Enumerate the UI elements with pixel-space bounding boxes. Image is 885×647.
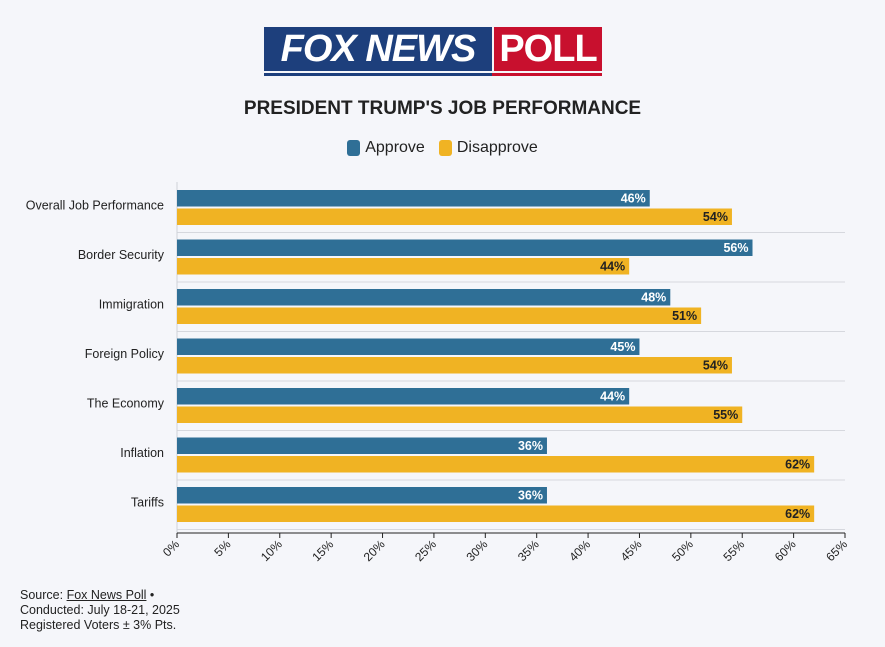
source-note: Source: Fox News Poll • Conducted: July … — [20, 588, 180, 633]
bar-approve — [177, 437, 547, 454]
bar-approve — [177, 388, 630, 405]
x-tick-label: 30% — [464, 537, 491, 564]
x-tick-label: 35% — [515, 537, 542, 564]
category-label: Border Security — [78, 248, 165, 262]
x-tick-label: 45% — [618, 537, 645, 564]
x-tick-label: 40% — [566, 537, 593, 564]
x-tick-label: 25% — [412, 537, 439, 564]
source-link[interactable]: Fox News Poll — [66, 588, 147, 602]
category-label: Overall Job Performance — [26, 199, 164, 213]
bar-disapprove — [177, 456, 815, 473]
x-tick-label: 10% — [258, 537, 285, 564]
data-label-disapprove: 54% — [703, 210, 728, 224]
bar-disapprove — [177, 357, 732, 374]
legend-swatch-approve — [347, 140, 361, 156]
chart-title: PRESIDENT TRUMP'S JOB PERFORMANCE — [243, 98, 642, 119]
x-tick-label: 60% — [772, 537, 799, 564]
source-voters: Registered Voters ± 3% Pts. — [20, 618, 177, 632]
bar-disapprove — [177, 208, 732, 225]
bar-approve — [177, 289, 671, 306]
legend-item-disapprove[interactable]: Disapprove — [438, 139, 538, 157]
data-label-disapprove: 62% — [785, 507, 810, 521]
bar-approve — [177, 487, 547, 504]
x-tick-label: 65% — [823, 537, 850, 564]
category-label: Tariffs — [131, 496, 164, 510]
data-label-disapprove: 44% — [600, 260, 625, 274]
data-label-approve: 36% — [518, 489, 543, 503]
data-label-disapprove: 62% — [785, 458, 810, 472]
source-conducted: Conducted: July 18-21, 2025 — [20, 603, 180, 617]
source-suffix: • — [146, 588, 155, 602]
data-label-approve: 46% — [621, 192, 646, 206]
bar-approve — [177, 338, 640, 355]
fox-news-poll-logo: FOX NEWS POLL — [264, 27, 602, 76]
legend-item-approve[interactable]: Approve — [347, 139, 425, 157]
data-label-approve: 44% — [600, 390, 625, 404]
data-label-approve: 45% — [610, 340, 635, 354]
category-label: Foreign Policy — [85, 347, 165, 361]
x-tick-label: 5% — [211, 537, 233, 559]
category-label: Immigration — [99, 298, 164, 312]
logo-fox-news: FOX NEWS — [264, 27, 492, 71]
legend-swatch-disapprove — [438, 140, 452, 156]
bar-disapprove — [177, 505, 815, 522]
x-tick-label: 15% — [309, 537, 336, 564]
bar-approve — [177, 239, 753, 256]
data-label-approve: 48% — [641, 291, 666, 305]
x-tick-label: 55% — [720, 537, 747, 564]
data-label-disapprove: 55% — [713, 408, 738, 422]
x-tick-label: 50% — [669, 537, 696, 564]
bar-disapprove — [177, 406, 743, 423]
logo-poll: POLL — [494, 27, 602, 71]
category-label: The Economy — [87, 397, 165, 411]
legend-label-disapprove: Disapprove — [456, 139, 538, 156]
source-prefix: Source: — [20, 588, 67, 602]
bar-approve — [177, 190, 650, 207]
data-label-disapprove: 51% — [672, 309, 697, 323]
legend-label-approve: Approve — [365, 139, 425, 156]
x-tick-label: 0% — [160, 537, 182, 559]
data-label-disapprove: 54% — [703, 359, 728, 373]
x-tick-label: 20% — [361, 537, 388, 564]
legend: Approve Disapprove — [0, 139, 885, 157]
data-label-approve: 56% — [723, 241, 748, 255]
category-label: Inflation — [120, 446, 164, 460]
data-label-approve: 36% — [518, 439, 543, 453]
logo-stripe-blue — [264, 73, 492, 76]
bar-disapprove — [177, 258, 630, 275]
bar-disapprove — [177, 307, 702, 324]
